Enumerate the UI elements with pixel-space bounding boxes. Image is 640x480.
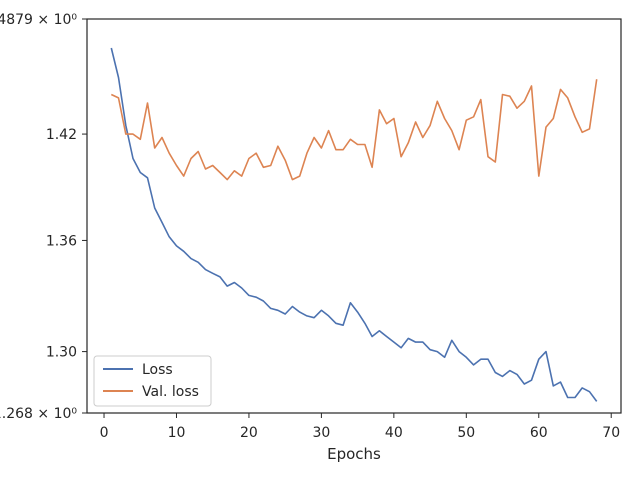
y-tick-label: 1.30 — [46, 345, 77, 361]
y-tick-label: 1.4879 × 10⁰ — [0, 12, 77, 28]
axes — [86, 18, 622, 414]
plot-area — [87, 19, 621, 413]
series-line-loss — [110, 47, 598, 402]
y-tick-label: 1.36 — [46, 233, 77, 249]
y-tick-label: 1.42 — [46, 127, 77, 143]
series-lines — [110, 47, 598, 402]
y-axis-ticks: 1.268 × 10⁰ 1.30 1.36 1.42 1.4879 × 10⁰ — [0, 12, 87, 422]
x-tick-label: 60 — [530, 425, 548, 441]
y-tick-label: 1.268 × 10⁰ — [0, 406, 77, 422]
legend-label-val-loss: Val. loss — [142, 384, 199, 400]
series-line-val-loss — [110, 79, 598, 181]
x-axis-ticks: 0 10 20 30 40 50 60 70 — [100, 413, 620, 441]
x-tick-label: 50 — [457, 425, 475, 441]
x-tick-label: 0 — [100, 425, 109, 441]
legend: Loss Val. loss — [93, 355, 212, 407]
x-tick-label: 40 — [385, 425, 403, 441]
x-tick-label: 20 — [240, 425, 258, 441]
x-tick-label: 70 — [602, 425, 620, 441]
x-axis-title: Epochs — [327, 445, 381, 463]
x-tick-label: 30 — [312, 425, 330, 441]
plot-frame — [86, 18, 622, 414]
x-tick-label: 10 — [168, 425, 186, 441]
legend-label-loss: Loss — [142, 362, 173, 378]
